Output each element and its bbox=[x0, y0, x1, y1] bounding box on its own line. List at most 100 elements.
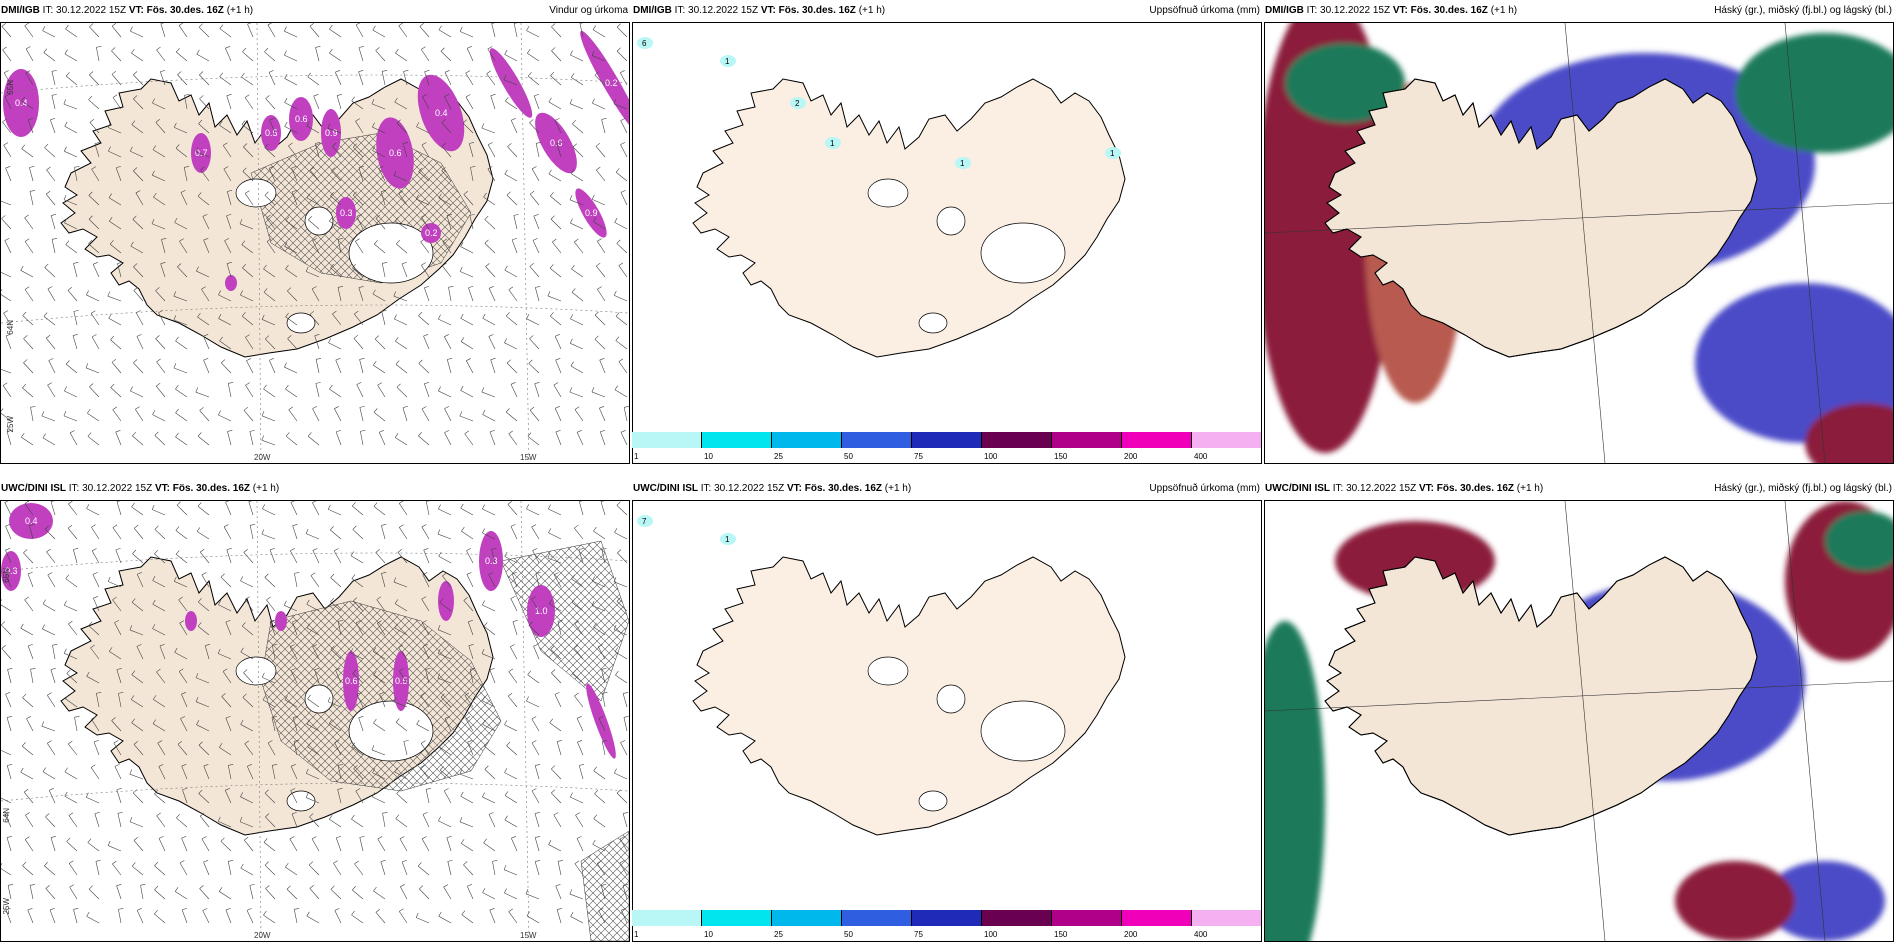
precip-label: 0.4 bbox=[435, 108, 448, 118]
colorbar-tick: 100 bbox=[984, 452, 998, 461]
map-svg: 0.4 0.6 0.9 0.6 0.5 0.3 0.2 0.7 0.6 0.9 0.4 0.2 bbox=[1, 23, 629, 463]
accum-patch bbox=[825, 137, 841, 149]
colorbar-tick: 1 bbox=[634, 930, 639, 939]
lon-label-15w: 15W bbox=[520, 453, 537, 462]
valid-time: Fös. 30.des. 16Z bbox=[1436, 483, 1515, 494]
init-time: 30.12.2022 15Z bbox=[56, 5, 127, 16]
lon-label-25w: 25W bbox=[6, 416, 15, 433]
it-prefix: IT: bbox=[42, 5, 54, 16]
lat-label-64n: 64N bbox=[2, 808, 11, 823]
lead-time: (+1 h) bbox=[226, 5, 254, 16]
colorbar-tick: 150 bbox=[1054, 452, 1068, 461]
colorbar-tick: 100 bbox=[984, 930, 998, 939]
lon-label-25w: 25W bbox=[2, 898, 11, 915]
panel-title: Háský (gr.), miðský (fj.bl.) og lágský (… bbox=[1714, 5, 1892, 16]
accum-patch bbox=[720, 55, 736, 67]
colorbar-tick: 50 bbox=[844, 930, 853, 939]
map-area: 0.4 0.6 0.9 0.6 0.5 0.3 0.2 0.7 0.6 0.9 0.4 0.2 bbox=[0, 22, 630, 464]
it-prefix: IT: bbox=[700, 483, 712, 494]
graticule bbox=[1, 23, 629, 463]
precip-label: 0.6 bbox=[550, 138, 563, 148]
colorbar-swatch bbox=[772, 910, 842, 926]
precip-label: 0.3 bbox=[5, 566, 18, 576]
colorbar-tick: 75 bbox=[914, 930, 923, 939]
lead-time: (+1 h) bbox=[1516, 483, 1544, 494]
init-time: 30.12.2022 15Z bbox=[1346, 483, 1417, 494]
accum-patch bbox=[637, 37, 653, 49]
colorbar-tick: 400 bbox=[1194, 452, 1208, 461]
map-svg: 6 1 2 1 1 1 bbox=[637, 37, 1126, 358]
valid-time: Fös. 30.des. 16Z bbox=[1410, 5, 1488, 16]
panel-title: Vindur og úrkoma bbox=[549, 5, 628, 16]
colorbar-swatch bbox=[632, 910, 702, 926]
accum-label: 1 bbox=[830, 139, 835, 148]
colorbar-swatch bbox=[702, 432, 772, 448]
precip-label: 0.6 bbox=[389, 148, 402, 158]
accum-patch bbox=[955, 157, 971, 169]
colorbar-bottom: 1 10 25 50 75 100 150 200 400 bbox=[632, 910, 1262, 939]
panel-title: Uppsöfnuð úrkoma (mm) bbox=[1149, 5, 1260, 16]
lead-time: (+1 h) bbox=[884, 483, 912, 494]
vt-prefix: VT: bbox=[154, 483, 170, 494]
model-name: DMI/IGB bbox=[1, 5, 40, 16]
map-svg bbox=[1265, 23, 1893, 463]
panel-accum-precip-dmi: DMI/IGB IT: 30.12.2022 15Z VT: Fös. 30.d… bbox=[632, 0, 1262, 464]
lon-label-20w: 20W bbox=[254, 453, 271, 462]
precip-label: 0.7 bbox=[195, 148, 208, 158]
lat-label-65n: 65N bbox=[2, 568, 11, 583]
glaciers bbox=[235, 178, 434, 334]
accum-label: 2 bbox=[795, 99, 800, 108]
grid-lines bbox=[1265, 23, 1893, 463]
colorbar-swatch bbox=[982, 910, 1052, 926]
panel-title: Uppsöfnuð úrkoma (mm) bbox=[1149, 483, 1260, 494]
precip-label: 0.9 bbox=[325, 128, 338, 138]
colorbar-swatch bbox=[1192, 432, 1262, 448]
precip-label: 0.3 bbox=[485, 556, 498, 566]
accum-patch bbox=[790, 97, 806, 109]
vt-prefix: VT: bbox=[128, 5, 144, 16]
colorbar-swatch bbox=[1052, 432, 1122, 448]
graticule bbox=[1, 501, 629, 941]
precip-label: 0.2 bbox=[605, 78, 618, 88]
colorbar-swatch bbox=[842, 432, 912, 448]
precip-label: 0.4 bbox=[25, 516, 38, 526]
iceland-outline bbox=[1324, 78, 1758, 358]
panel-clouds-uwc: UWC/DINI ISL IT: 30.12.2022 15Z VT: Fös.… bbox=[1264, 478, 1894, 942]
accum-label: 7 bbox=[642, 517, 647, 526]
precip-areas bbox=[1, 503, 616, 759]
vt-prefix: VT: bbox=[786, 483, 802, 494]
init-time: 30.12.2022 15Z bbox=[714, 483, 785, 494]
colorbar-tick: 75 bbox=[914, 452, 923, 461]
accum-patch bbox=[720, 533, 736, 545]
precip-label: 0.9 bbox=[585, 208, 598, 218]
map-svg: 71 bbox=[637, 515, 1126, 836]
init-time: 30.12.2022 15Z bbox=[82, 483, 153, 494]
valid-time: Fös. 30.des. 16Z bbox=[778, 5, 856, 16]
accum-label: 1 bbox=[1110, 149, 1115, 158]
panel-header: DMI/IGB IT: 30.12.2022 15Z VT: Fös. 30.d… bbox=[0, 0, 630, 22]
wind-barbs bbox=[1, 501, 629, 924]
colorbar-swatch bbox=[632, 432, 702, 448]
lon-label-15w: 15W bbox=[520, 931, 537, 940]
glaciers bbox=[867, 656, 1066, 812]
model-name: UWC/DINI ISL bbox=[1265, 483, 1330, 494]
colorbar-tick: 50 bbox=[844, 452, 853, 461]
map-area bbox=[1264, 500, 1894, 942]
colorbar-tick: 1 bbox=[634, 452, 639, 461]
colorbar-swatch bbox=[1052, 910, 1122, 926]
glaciers bbox=[867, 178, 1066, 334]
map-area: 0.6 0.5 0.3 1.0 0.4 0.3 bbox=[0, 500, 630, 942]
model-name: DMI/IGB bbox=[633, 5, 672, 16]
colorbar-swatch bbox=[702, 910, 772, 926]
colorbar-tick: 200 bbox=[1124, 452, 1138, 461]
panel-header: UWC/DINI ISL IT: 30.12.2022 15Z VT: Fös.… bbox=[632, 478, 1262, 500]
accum-values: 6 1 2 1 1 1 bbox=[637, 37, 1121, 169]
colorbar-tick: 10 bbox=[704, 452, 713, 461]
colorbar-tick: 25 bbox=[774, 930, 783, 939]
colorbar-tick: 200 bbox=[1124, 930, 1138, 939]
it-prefix: IT: bbox=[1332, 483, 1344, 494]
glaciers bbox=[235, 656, 434, 812]
colorbar-swatch bbox=[1192, 910, 1262, 926]
model-name: DMI/IGB bbox=[1265, 5, 1304, 16]
lat-label-65n: 65N bbox=[6, 80, 15, 95]
